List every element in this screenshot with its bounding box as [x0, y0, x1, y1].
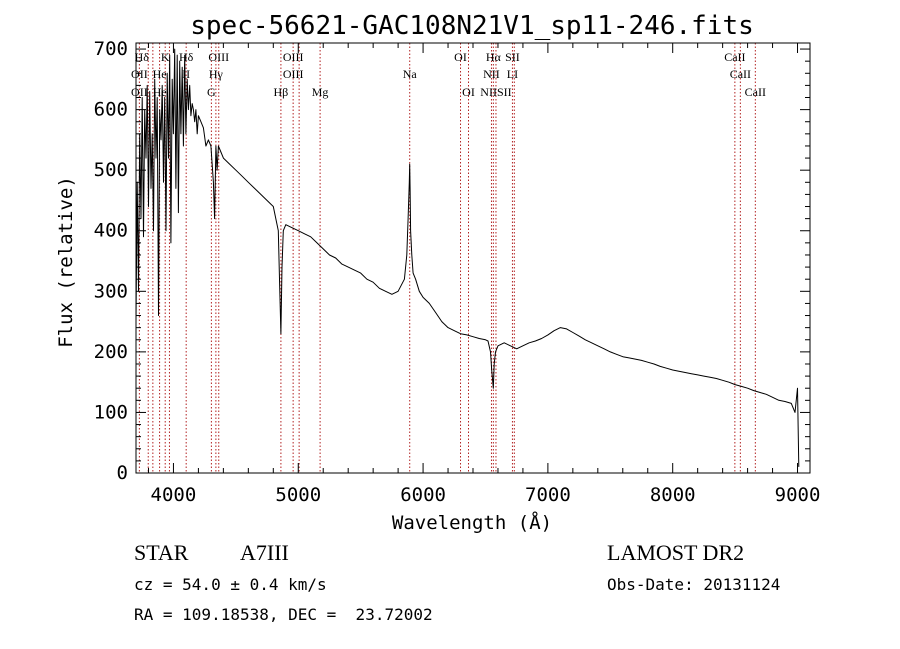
- x-tick-label: 8000: [650, 484, 696, 506]
- line-id-label: CaII: [730, 67, 751, 81]
- series-layer: [135, 48, 800, 467]
- y-tick-label: 500: [94, 159, 128, 181]
- line-id-label: OII: [131, 67, 148, 81]
- line-id-label: LI: [507, 67, 518, 81]
- line-id-label: He: [153, 67, 167, 81]
- x-tick-label: 5000: [275, 484, 321, 506]
- line-id-label: OI: [454, 50, 467, 64]
- line-id-label: CaII: [724, 50, 745, 64]
- redshift-cz: cz = 54.0 ± 0.4 km/s: [134, 575, 327, 594]
- line-id-label: II: [182, 67, 190, 81]
- line-id-label: Hβ: [274, 85, 289, 99]
- x-tick-label: 9000: [775, 484, 821, 506]
- spectral-subclass: A7III: [240, 540, 289, 565]
- line-id-label: CaII: [745, 85, 766, 99]
- obs-date: Obs-Date: 20131124: [607, 575, 781, 594]
- line-id-label: He: [153, 85, 167, 99]
- y-tick-label: 200: [94, 341, 128, 363]
- y-tick-label: 300: [94, 280, 128, 302]
- line-id-labels: Hδ K Hδ OIII OIII OI Hα SII CaII OII He II Hγ OIII Na N…: [131, 50, 766, 99]
- y-axis-label: Flux (relative): [55, 176, 77, 348]
- line-id-label: Na: [403, 67, 418, 81]
- line-id-label: OII: [131, 85, 148, 99]
- plot-frame: [135, 42, 811, 474]
- spectrum-series-line: [135, 48, 800, 467]
- line-id-label: Hγ: [209, 67, 224, 81]
- line-id-label: Mg: [312, 85, 329, 99]
- y-tick-label: 700: [94, 38, 128, 60]
- line-id-label: OIII: [283, 67, 304, 81]
- coordinates: RA = 109.18538, DEC = 23.72002: [134, 605, 433, 624]
- chart-title: spec-56621-GAC108N21V1_sp11-246.fits: [190, 11, 754, 41]
- y-axis-ticks: 0 100 200 300 400 500 600 700: [94, 38, 810, 484]
- line-id-label: NIISII: [480, 85, 511, 99]
- line-id-label: NII: [483, 67, 500, 81]
- line-id-label: OIII: [208, 50, 229, 64]
- line-id-label: Hδ: [179, 50, 194, 64]
- line-id-label: Hδ: [135, 50, 150, 64]
- x-tick-label: 4000: [151, 484, 197, 506]
- y-tick-label: 100: [94, 401, 128, 423]
- x-tick-label: 7000: [525, 484, 571, 506]
- line-id-label: OI: [462, 85, 475, 99]
- line-id-label: SII: [505, 50, 520, 64]
- x-axis-ticks: 4000 5000 6000 7000 8000 9000: [147, 43, 821, 506]
- line-id-label: Hα: [486, 50, 502, 64]
- x-tick-label: 6000: [400, 484, 446, 506]
- x-axis-label: Wavelength (Å): [392, 511, 552, 534]
- line-id-label: OIII: [283, 50, 304, 64]
- spectrum-chart: spec-56621-GAC108N21V1_sp11-246.fits Hδ K…: [55, 11, 821, 534]
- line-id-label: G: [207, 85, 216, 99]
- survey-name: LAMOST DR2: [607, 540, 745, 565]
- y-tick-label: 400: [94, 220, 128, 242]
- y-tick-label: 600: [94, 99, 128, 121]
- y-tick-label: 0: [117, 462, 128, 484]
- line-id-label: K: [161, 50, 170, 64]
- object-class: STAR: [134, 540, 189, 565]
- line-markers: [138, 43, 756, 473]
